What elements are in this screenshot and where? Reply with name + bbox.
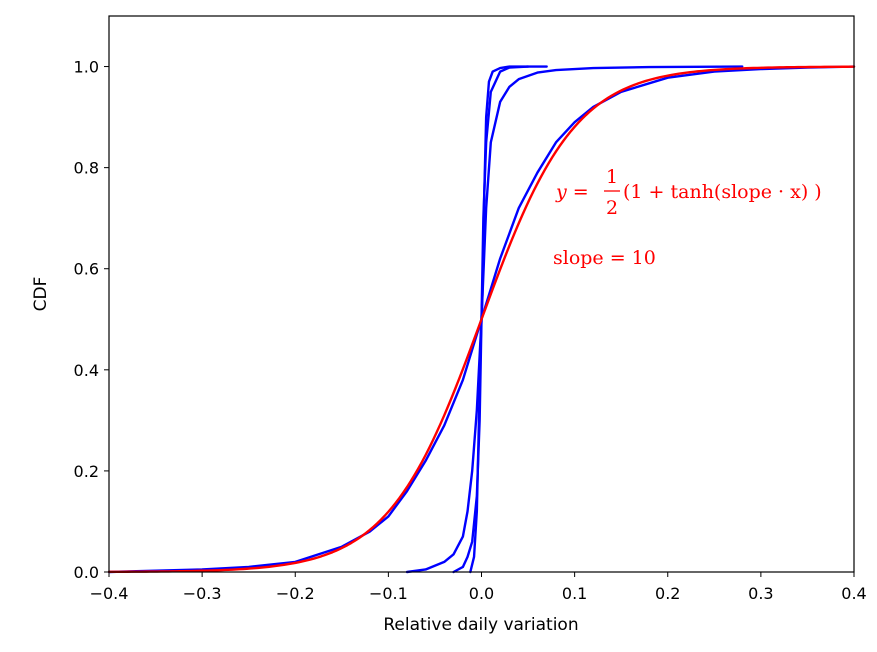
formula-rhs: (1 + tanh(slope · x) )	[623, 181, 822, 203]
x-tick-label: −0.1	[369, 584, 408, 603]
curves-layer	[107, 65, 856, 574]
y-tick-label: 1.0	[74, 58, 99, 77]
formula-annotation: y = 1 2 (1 + tanh(slope · x) )	[555, 166, 822, 219]
series-line-3	[405, 65, 744, 574]
x-axis-label: Relative daily variation	[383, 615, 578, 635]
series-line-4	[107, 65, 856, 574]
x-tick-label: 0.3	[748, 584, 773, 603]
x-tick-label: 0.2	[655, 584, 680, 603]
x-tick-label: −0.4	[90, 584, 129, 603]
formula-denominator: 2	[606, 197, 618, 219]
series-line-5	[107, 65, 856, 574]
formula-numerator: 1	[606, 166, 618, 188]
y-tick-label: 0.8	[74, 159, 99, 178]
formula-lhs: y =	[555, 181, 589, 203]
y-tick-label: 0.6	[74, 260, 99, 279]
y-axis-label: CDF	[31, 277, 51, 312]
x-tick-label: 0.1	[562, 584, 587, 603]
slope-annotation: slope = 10	[553, 247, 656, 269]
x-tick-label: −0.2	[276, 584, 315, 603]
x-tick-label: 0.0	[469, 584, 494, 603]
x-tick-label: 0.4	[841, 584, 866, 603]
y-axis: 0.0 0.2 0.4 0.6 0.8 1.0	[74, 58, 109, 582]
y-tick-label: 0.0	[74, 563, 99, 582]
y-tick-label: 0.2	[74, 462, 99, 481]
x-axis: −0.4 −0.3 −0.2 −0.1 0.0 0.1 0.2 0.3 0.4	[90, 572, 867, 603]
x-tick-label: −0.3	[183, 584, 222, 603]
y-tick-label: 0.4	[74, 361, 99, 380]
